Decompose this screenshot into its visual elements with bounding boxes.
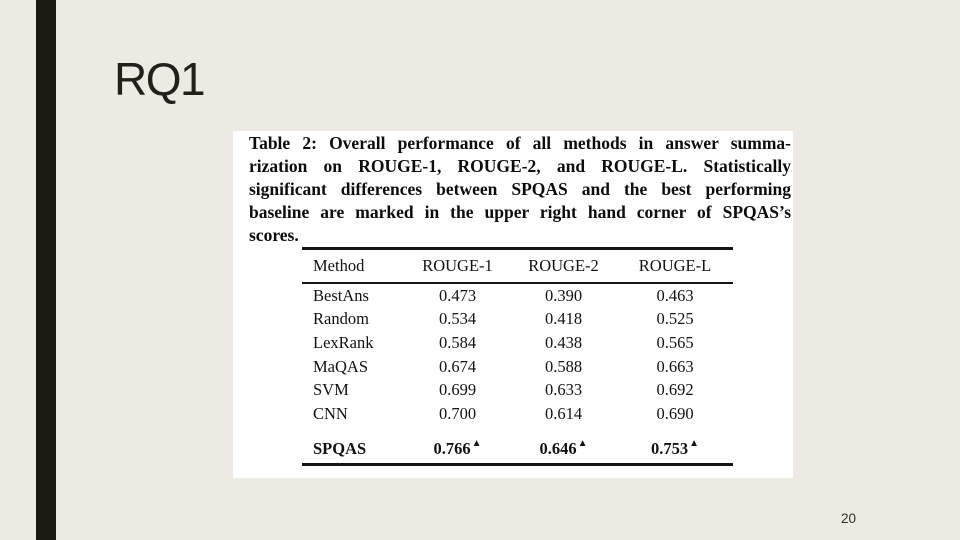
rougeL-value: 0.753 bbox=[650, 438, 689, 458]
caption-line: scores. bbox=[249, 225, 299, 245]
table-row-spqas: SPQAS 0.766▲ 0.646▲ 0.753▲ bbox=[302, 437, 733, 461]
column-header-rougeL: ROUGE-L bbox=[638, 256, 712, 275]
rouge1-cell: 0.699 bbox=[438, 380, 477, 400]
rouge1-cell: 0.473 bbox=[438, 285, 477, 305]
method-cell: CNN bbox=[313, 403, 348, 423]
rouge1-cell: 0.674 bbox=[438, 356, 477, 376]
rougeL-cell: 0.692 bbox=[656, 380, 694, 400]
rouge2-cell: 0.588 bbox=[544, 356, 583, 376]
rouge2-cell: 0.614 bbox=[544, 403, 583, 423]
table-row: SVM 0.699 0.633 0.692 bbox=[302, 378, 733, 402]
rougeL-cell: 0.463 bbox=[656, 285, 694, 305]
method-cell: SVM bbox=[313, 380, 349, 400]
method-cell: Random bbox=[313, 309, 369, 329]
rouge1-cell: 0.766▲ bbox=[405, 438, 510, 459]
caption-line: baseline are marked in the upper right h… bbox=[249, 202, 791, 222]
rouge2-cell: 0.418 bbox=[544, 309, 583, 329]
rougeL-cell: 0.690 bbox=[656, 403, 694, 423]
rouge2-cell: 0.390 bbox=[544, 285, 583, 305]
rouge1-cell: 0.700 bbox=[438, 403, 477, 423]
rouge2-cell: 0.633 bbox=[544, 380, 583, 400]
rougeL-cell: 0.663 bbox=[656, 356, 694, 376]
rouge2-value: 0.646 bbox=[539, 438, 577, 458]
rouge2-cell: 0.646▲ bbox=[510, 438, 617, 459]
results-table: Method ROUGE-1 ROUGE-2 ROUGE-L BestAns 0… bbox=[302, 247, 733, 466]
significance-marker-icon: ▲ bbox=[471, 438, 482, 450]
rouge1-cell: 0.584 bbox=[438, 332, 477, 352]
significance-marker-icon: ▲ bbox=[689, 438, 700, 450]
method-cell: MaQAS bbox=[313, 356, 369, 376]
table-row: Random 0.534 0.418 0.525 bbox=[302, 308, 733, 332]
table-row: BestAns 0.473 0.390 0.463 bbox=[302, 284, 733, 308]
caption-line: Table 2: Overall performance of all meth… bbox=[249, 133, 791, 153]
significance-marker-icon: ▲ bbox=[577, 438, 588, 450]
slide-title: RQ1 bbox=[114, 53, 206, 105]
table-header-row: Method ROUGE-1 ROUGE-2 ROUGE-L bbox=[302, 250, 733, 284]
caption-line: rization on ROUGE-1, ROUGE-2, and ROUGE-… bbox=[249, 156, 791, 176]
rougeL-cell: 0.565 bbox=[656, 332, 694, 352]
accent-bar bbox=[36, 0, 56, 540]
table-caption: Table 2: Overall performance of all meth… bbox=[249, 132, 791, 247]
rougeL-cell: 0.753▲ bbox=[617, 438, 733, 459]
table-row: MaQAS 0.674 0.588 0.663 bbox=[302, 355, 733, 379]
method-cell: BestAns bbox=[313, 285, 369, 305]
table-row: LexRank 0.584 0.438 0.565 bbox=[302, 331, 733, 355]
column-header-method: Method bbox=[313, 256, 365, 275]
caption-line: significant differences between SPQAS an… bbox=[249, 179, 791, 199]
column-header-rouge1: ROUGE-1 bbox=[422, 256, 493, 275]
column-header-rouge2: ROUGE-2 bbox=[528, 256, 599, 275]
rougeL-cell: 0.525 bbox=[656, 309, 694, 329]
table-row: CNN 0.700 0.614 0.690 bbox=[302, 402, 733, 426]
table-figure-image: Table 2: Overall performance of all meth… bbox=[233, 131, 793, 478]
page-number: 20 bbox=[841, 511, 857, 526]
method-cell: SPQAS bbox=[313, 438, 367, 458]
rouge1-value: 0.766 bbox=[433, 438, 471, 458]
rouge2-cell: 0.438 bbox=[544, 332, 583, 352]
rouge1-cell: 0.534 bbox=[438, 309, 477, 329]
method-cell: LexRank bbox=[313, 332, 374, 352]
